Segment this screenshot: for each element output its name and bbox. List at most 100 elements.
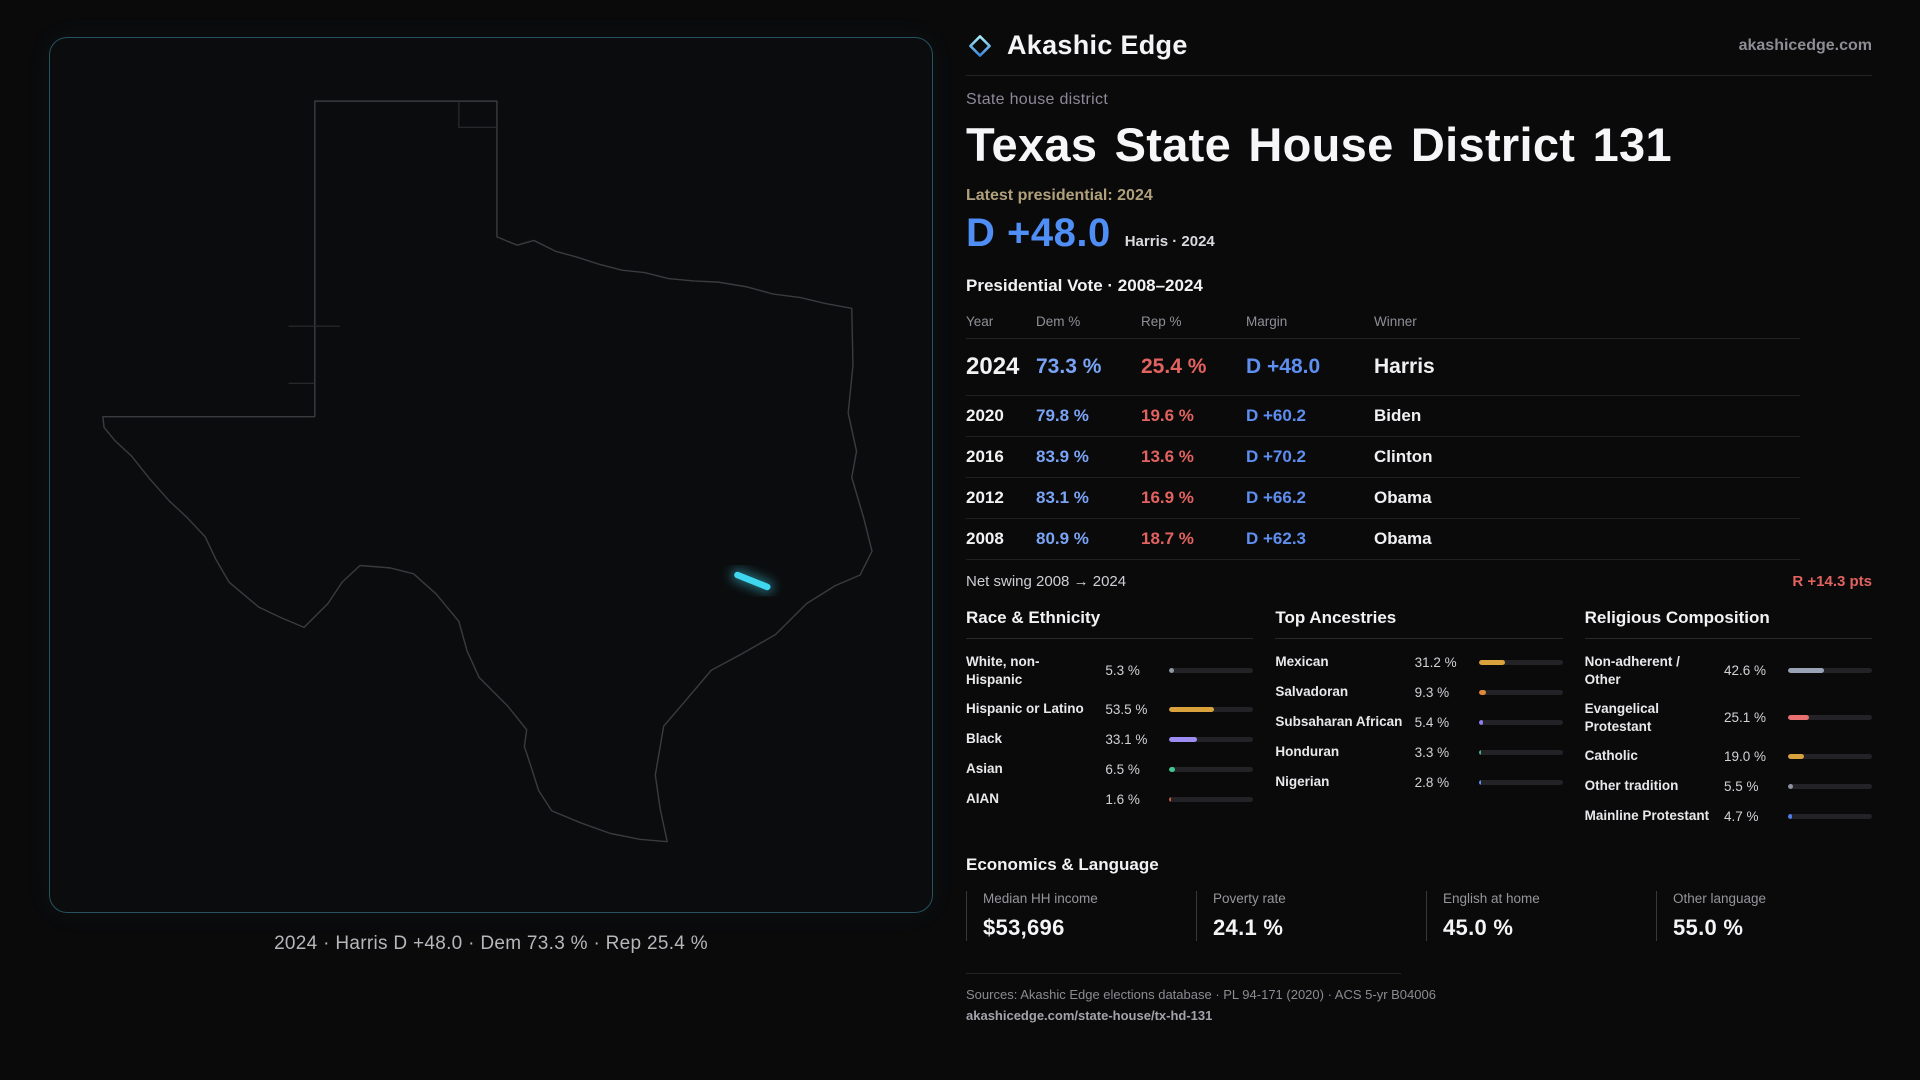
bar-track xyxy=(1169,668,1254,674)
demo-value: 53.5 % xyxy=(1105,701,1148,717)
demo-label: Evangelical Protestant xyxy=(1584,701,1659,734)
stat-poverty-rate: Poverty rate 24.1 % xyxy=(1196,891,1412,942)
demo-value: 5.5 % xyxy=(1724,778,1759,794)
demo-label: Mexican xyxy=(1275,654,1329,670)
cell-winner: Clinton xyxy=(1374,436,1800,478)
section-title: Top Ancestries xyxy=(1275,608,1563,639)
demo-value: 1.6 % xyxy=(1105,791,1140,807)
footer-divider xyxy=(966,973,1401,975)
vote-table: Year Dem % Rep % Margin Winner 2024 73.3… xyxy=(966,306,1800,560)
cell-dem: 83.9 % xyxy=(1036,436,1141,478)
cell-rep: 13.6 % xyxy=(1141,436,1246,478)
demo-value: 33.1 % xyxy=(1105,731,1148,747)
cell-rep: 18.7 % xyxy=(1141,518,1246,560)
demo-value: 3.3 % xyxy=(1414,744,1450,760)
district-marker xyxy=(730,568,774,594)
religion-section: Religious Composition Non-adherent / Oth… xyxy=(1584,608,1872,831)
table-row: 2020 79.8 % 19.6 % D +60.2 Biden xyxy=(966,395,1800,437)
page-title: Texas State House District 131 xyxy=(966,118,1672,171)
cell-year: 2012 xyxy=(966,477,1036,519)
stat-median-income: Median HH income $53,696 xyxy=(966,891,1182,942)
demo-label: AIAN xyxy=(966,791,999,807)
vote-table-title: Presidential Vote · 2008–2024 xyxy=(966,276,1203,295)
demo-value: 4.7 % xyxy=(1724,808,1759,824)
demo-row: Evangelical Protestant 25.1 % xyxy=(1585,694,1872,741)
cell-dem: 79.8 % xyxy=(1036,395,1141,437)
bar-fill xyxy=(1169,706,1215,712)
vote-table-header-row: Year Dem % Rep % Margin Winner xyxy=(966,306,1800,339)
site-link[interactable]: akashicedge.com xyxy=(1738,36,1872,54)
report-panel: Akashic Edge akashicedge.com State house… xyxy=(966,30,1872,1023)
headline-margin-block: D +48.0 Harris · 2024 xyxy=(966,211,1872,256)
demo-row: Hispanic or Latino 53.5 % xyxy=(966,694,1254,724)
table-row: 2008 80.9 % 18.7 % D +62.3 Obama xyxy=(966,518,1800,560)
cell-margin: D +62.3 xyxy=(1246,518,1374,560)
col-dem: Dem % xyxy=(1036,306,1141,339)
bar-track xyxy=(1478,749,1563,755)
col-year: Year xyxy=(966,306,1036,339)
brand: Akashic Edge xyxy=(966,30,1188,61)
bar-track xyxy=(1478,779,1563,785)
demo-value: 5.4 % xyxy=(1414,714,1450,730)
bar-track xyxy=(1788,813,1872,819)
bar-fill xyxy=(1169,736,1198,742)
table-row: 2016 83.9 % 13.6 % D +70.2 Clinton xyxy=(966,436,1800,478)
bar-fill xyxy=(1478,689,1487,695)
bar-fill xyxy=(1478,779,1481,785)
demo-value: 2.8 % xyxy=(1414,774,1450,790)
demo-label: Other tradition xyxy=(1584,778,1679,794)
bar-fill xyxy=(1478,659,1505,665)
bar-fill xyxy=(1169,766,1175,772)
demo-label: Hispanic or Latino xyxy=(966,701,1084,717)
stat-english-at-home: English at home 45.0 % xyxy=(1426,891,1642,942)
stat-value: 45.0 % xyxy=(1443,915,1514,941)
cell-year: 2016 xyxy=(966,436,1036,478)
stat-value: 55.0 % xyxy=(1673,915,1744,941)
demo-row: Catholic 19.0 % xyxy=(1585,741,1872,771)
economics-title: Economics & Language xyxy=(966,855,1159,875)
bar-fill xyxy=(1788,715,1810,721)
header: Akashic Edge akashicedge.com xyxy=(966,30,1872,76)
texas-outline xyxy=(102,100,873,843)
table-row: 2024 73.3 % 25.4 % D +48.0 Harris xyxy=(966,338,1800,396)
diamond-logo-icon xyxy=(966,32,994,60)
bar-track xyxy=(1788,668,1872,674)
demo-value: 31.2 % xyxy=(1414,654,1457,670)
district-marker-line xyxy=(734,571,771,591)
demo-row: Honduran 3.3 % xyxy=(1275,737,1563,767)
permalink[interactable]: akashicedge.com/state-house/tx-hd-131 xyxy=(966,1008,1213,1024)
net-swing-value: R +14.3 pts xyxy=(1792,573,1872,590)
demo-row: Asian 6.5 % xyxy=(966,754,1254,784)
demo-row: White, non-Hispanic 5.3 % xyxy=(966,647,1254,694)
stat-value: $53,696 xyxy=(983,915,1065,941)
neighbor-boundaries xyxy=(288,101,497,384)
demo-row: Non-adherent / Other 42.6 % xyxy=(1585,647,1872,694)
latest-label: Latest presidential: 2024 xyxy=(966,187,1153,204)
economics-grid: Median HH income $53,696 Poverty rate 24… xyxy=(966,891,1872,942)
map-panel xyxy=(49,37,933,913)
bar-track xyxy=(1169,766,1254,772)
bar-track xyxy=(1788,715,1872,721)
map-section: 2024 · Harris D +48.0 · Dem 73.3 % · Rep… xyxy=(49,37,933,955)
bar-fill xyxy=(1478,719,1484,725)
bar-track xyxy=(1478,719,1563,725)
bar-fill xyxy=(1169,796,1172,802)
demo-label: Catholic xyxy=(1584,748,1638,764)
demo-row: Mainline Protestant 4.7 % xyxy=(1585,801,1872,831)
demo-value: 5.3 % xyxy=(1105,663,1140,679)
stat-label: Median HH income xyxy=(983,891,1098,907)
headline-detail: Harris · 2024 xyxy=(1124,233,1215,250)
cell-year: 2008 xyxy=(966,518,1036,560)
bar-fill xyxy=(1169,668,1174,674)
demo-value: 19.0 % xyxy=(1724,748,1767,764)
cell-winner: Obama xyxy=(1374,477,1800,519)
stat-value: 24.1 % xyxy=(1213,915,1284,941)
texas-map xyxy=(102,100,873,843)
ancestries-section: Top Ancestries Mexican 31.2 % Salvadoran… xyxy=(1275,608,1563,831)
section-title: Race & Ethnicity xyxy=(966,608,1254,639)
demo-value: 9.3 % xyxy=(1414,684,1450,700)
cell-dem: 73.3 % xyxy=(1036,338,1141,396)
bar-track xyxy=(1788,753,1872,759)
demo-row: Black 33.1 % xyxy=(966,724,1254,754)
